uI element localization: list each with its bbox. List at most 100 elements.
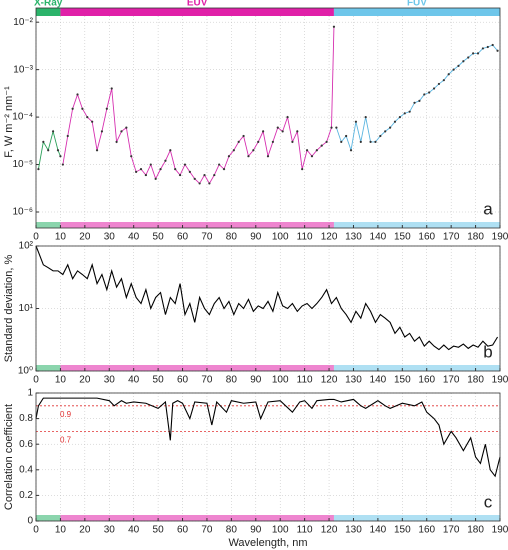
data-point xyxy=(59,155,62,158)
x-tick-label: 140 xyxy=(370,375,387,386)
panel-letter: a xyxy=(483,199,493,218)
data-point xyxy=(164,159,167,162)
data-point xyxy=(154,177,157,180)
reference-label: 0.7 xyxy=(60,436,72,445)
data-point xyxy=(398,115,401,119)
x-tick-label: 140 xyxy=(370,525,387,536)
x-tick-label: 140 xyxy=(370,232,387,243)
series-line xyxy=(35,397,501,478)
series-line xyxy=(335,44,498,151)
band-strip xyxy=(36,222,61,228)
data-point xyxy=(310,155,314,158)
x-tick-label: 100 xyxy=(272,525,289,536)
x-tick-label: 50 xyxy=(153,375,165,386)
band-strip xyxy=(60,515,334,521)
data-point xyxy=(413,101,416,104)
x-tick-label: 130 xyxy=(345,375,362,386)
x-tick-label: 120 xyxy=(321,525,338,536)
data-point xyxy=(76,93,79,96)
data-point xyxy=(354,120,358,123)
data-point xyxy=(37,168,40,171)
data-point xyxy=(432,87,436,90)
data-point xyxy=(496,49,499,52)
x-tick-label: 130 xyxy=(345,232,362,243)
y-tick-label: 0.4 xyxy=(19,464,33,475)
x-tick-label: 0 xyxy=(33,232,39,243)
data-point xyxy=(369,140,372,144)
data-point xyxy=(491,43,494,47)
data-point xyxy=(125,126,128,129)
x-tick-label: 180 xyxy=(467,232,484,243)
data-point xyxy=(332,25,336,28)
data-point xyxy=(188,170,191,173)
data-point xyxy=(51,130,55,133)
data-point xyxy=(42,140,45,144)
data-point xyxy=(393,120,397,123)
data-point xyxy=(281,130,284,133)
x-tick-label: 40 xyxy=(128,375,140,386)
panel-letter: b xyxy=(483,342,492,361)
x-tick-label: 160 xyxy=(418,375,435,386)
data-point xyxy=(105,107,108,110)
reference-label: 0.9 xyxy=(60,410,72,419)
data-point xyxy=(428,91,431,94)
y-tick-label: 0.2 xyxy=(19,490,33,501)
data-point xyxy=(71,107,74,110)
data-point xyxy=(418,99,421,102)
data-point xyxy=(408,110,411,113)
data-point xyxy=(139,168,143,171)
x-tick-label: 40 xyxy=(128,232,140,243)
data-point xyxy=(56,149,60,152)
x-tick-label: 190 xyxy=(492,232,508,243)
x-tick-label: 80 xyxy=(226,375,238,386)
band-bar xyxy=(60,8,334,16)
x-tick-label: 0 xyxy=(33,375,39,386)
data-point xyxy=(115,140,118,144)
x-tick-label: 10 xyxy=(55,232,67,243)
data-point xyxy=(213,173,216,177)
data-point xyxy=(305,149,309,152)
data-point xyxy=(232,149,235,152)
y-tick-label: 0 xyxy=(27,516,33,527)
band-label: EUV xyxy=(187,0,208,9)
x-tick-label: 50 xyxy=(153,232,165,243)
data-point xyxy=(227,155,231,158)
data-point xyxy=(193,177,196,180)
y-axis-label: F, W m⁻² nm⁻¹ xyxy=(3,86,15,158)
data-point xyxy=(320,144,323,147)
data-point xyxy=(374,140,377,144)
data-point xyxy=(467,56,470,59)
data-point xyxy=(257,140,260,144)
x-tick-label: 20 xyxy=(79,525,91,536)
data-point xyxy=(266,155,270,158)
x-tick-label: 120 xyxy=(321,232,338,243)
data-point xyxy=(169,149,172,152)
x-tick-label: 190 xyxy=(492,525,508,536)
data-point xyxy=(364,115,367,119)
data-point xyxy=(335,126,338,129)
x-tick-label: 50 xyxy=(153,525,165,536)
x-tick-label: 160 xyxy=(418,525,435,536)
data-point xyxy=(476,52,480,55)
x-tick-label: 20 xyxy=(79,375,91,386)
x-tick-label: 100 xyxy=(272,375,289,386)
data-point xyxy=(183,163,187,166)
data-point xyxy=(130,155,133,158)
x-tick-label: 10 xyxy=(55,525,67,536)
data-point xyxy=(252,149,255,152)
data-point xyxy=(423,93,426,96)
band-strip xyxy=(333,222,500,228)
x-tick-label: 60 xyxy=(177,525,189,536)
data-point xyxy=(81,107,84,110)
y-tick-label: 10¹ xyxy=(19,303,34,314)
data-point xyxy=(242,134,245,138)
series-line xyxy=(62,26,335,185)
plot-frame xyxy=(35,392,501,522)
data-point xyxy=(452,68,455,71)
band-strip xyxy=(36,515,61,521)
x-tick-label: 160 xyxy=(418,232,435,243)
x-tick-label: 110 xyxy=(297,525,313,536)
y-tick-label: 1 xyxy=(27,388,33,399)
data-point xyxy=(66,134,69,138)
